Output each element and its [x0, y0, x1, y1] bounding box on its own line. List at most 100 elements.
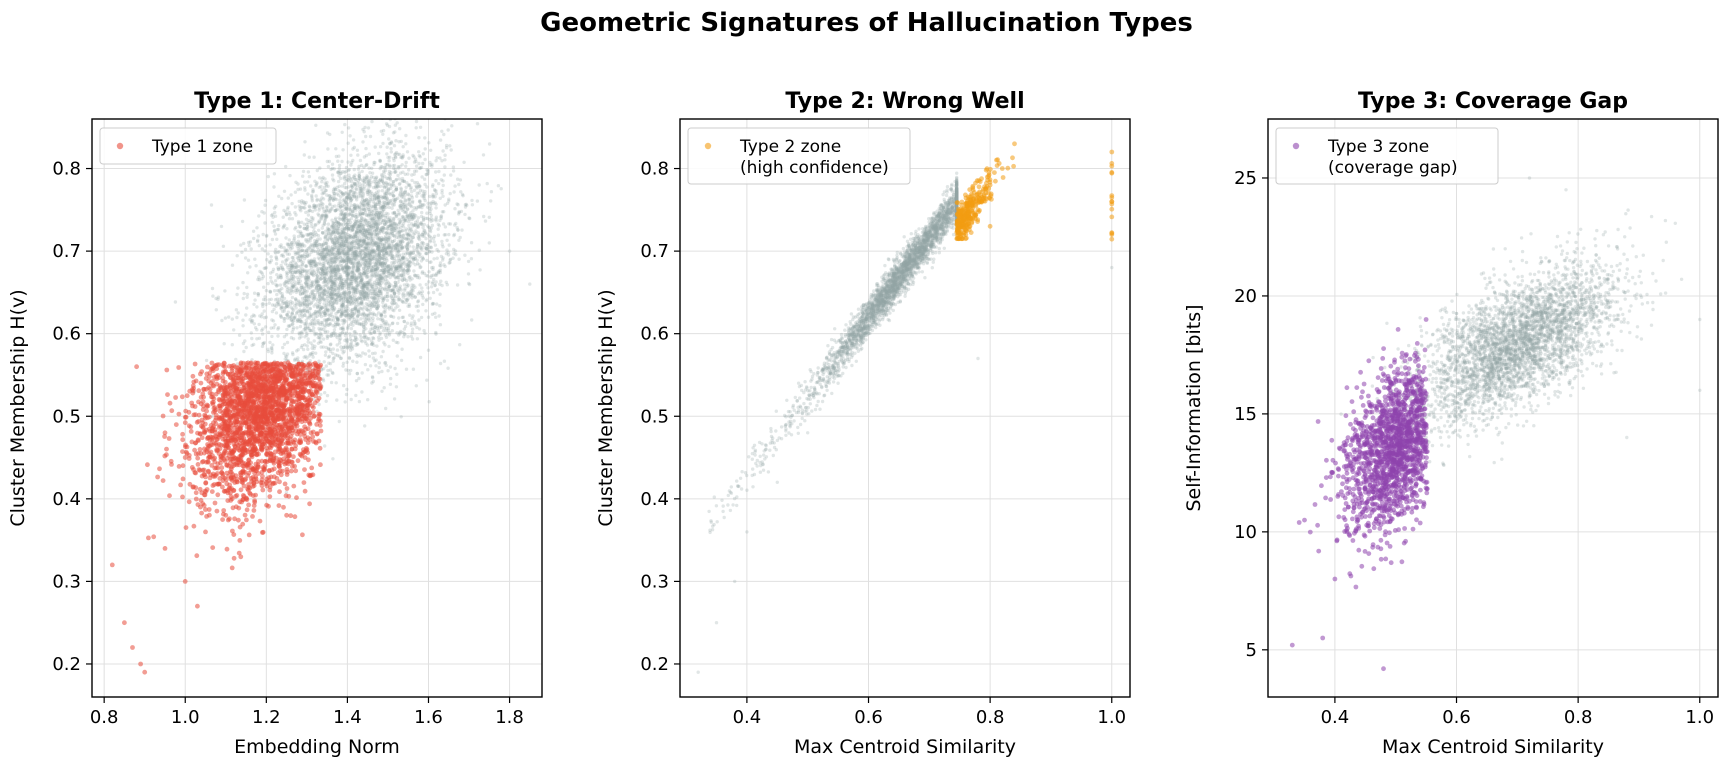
scatter-point [318, 322, 322, 327]
scatter-point [364, 335, 368, 339]
scatter-point [298, 273, 302, 277]
scatter-point [430, 162, 434, 167]
scatter-point [407, 156, 411, 160]
scatter-point [290, 217, 295, 221]
scatter-point [402, 319, 406, 324]
scatter-point [237, 333, 242, 337]
scatter-point [440, 239, 444, 244]
scatter-point [379, 323, 383, 328]
scatter-point [285, 252, 290, 256]
scatter-point [350, 224, 354, 228]
scatter-point [440, 188, 444, 193]
scatter-point [392, 256, 397, 261]
scatter-point [392, 308, 396, 313]
scatter-point [352, 239, 356, 243]
scatter-point [356, 246, 360, 250]
scatter-point [385, 237, 390, 241]
scatter-point [263, 203, 267, 207]
scatter-point [366, 291, 370, 296]
scatter-point [383, 265, 388, 270]
scatter-point [401, 315, 405, 319]
scatter-point [425, 211, 429, 215]
scatter-point [398, 263, 402, 267]
scatter-point [401, 200, 405, 204]
scatter-point [375, 264, 379, 268]
scatter-point [383, 196, 387, 200]
scatter-point [408, 213, 412, 218]
scatter-point [236, 286, 240, 290]
scatter-point [350, 185, 355, 189]
scatter-point [401, 291, 405, 296]
scatter-point [323, 298, 327, 302]
scatter-point [448, 258, 452, 262]
scatter-point [310, 224, 314, 229]
scatter-point [234, 357, 238, 362]
scatter-point [402, 261, 406, 265]
scatter-point [230, 317, 234, 321]
scatter-point [417, 150, 421, 154]
scatter-point [315, 168, 319, 173]
scatter-point [393, 244, 397, 248]
scatter-point [357, 173, 361, 178]
scatter-point [355, 253, 359, 258]
scatter-point [385, 197, 389, 201]
scatter-point [358, 254, 362, 258]
scatter-point [302, 291, 306, 295]
scatter-point [314, 331, 319, 336]
scatter-point [285, 340, 290, 345]
scatter-point [302, 206, 306, 210]
scatter-point [469, 257, 474, 261]
scatter-point [378, 159, 382, 163]
scatter-point [415, 205, 419, 210]
scatter-point [309, 263, 313, 267]
scatter-point [249, 331, 253, 335]
scatter-point [350, 251, 354, 256]
scatter-point [394, 247, 398, 251]
scatter-point [331, 457, 335, 461]
scatter-point [337, 184, 341, 188]
scatter-point [447, 243, 451, 247]
scatter-point [412, 155, 416, 159]
scatter-point [324, 270, 328, 274]
scatter-point [434, 330, 438, 335]
scatter-point [437, 314, 441, 318]
scatter-point [362, 285, 366, 289]
scatter-point [309, 283, 313, 288]
scatter-point [437, 269, 441, 273]
scatter-point [377, 370, 381, 375]
scatter-point [353, 298, 358, 302]
scatter-point [357, 242, 361, 247]
scatter-point [392, 397, 397, 401]
scatter-point [318, 307, 323, 311]
scatter-point [458, 178, 463, 182]
scatter-point [334, 197, 339, 202]
scatter-point [351, 138, 356, 142]
scatter-point [369, 213, 374, 218]
scatter-point [431, 290, 436, 295]
scatter-point [330, 227, 335, 232]
scatter-point [443, 225, 448, 229]
scatter-point [403, 204, 408, 209]
scatter-point [364, 302, 368, 306]
scatter-point [429, 260, 433, 264]
scatter-point [373, 235, 378, 239]
scatter-point [355, 184, 360, 188]
scatter-point [365, 295, 370, 300]
scatter-point [300, 220, 304, 224]
scatter-point [451, 256, 455, 260]
scatter-point [372, 298, 376, 302]
scatter-point [366, 246, 370, 250]
scatter-point [366, 126, 371, 130]
scatter-point [333, 257, 337, 261]
scatter-point [379, 286, 383, 290]
scatter-point [341, 231, 345, 236]
scatter-point [346, 368, 350, 373]
scatter-point [395, 321, 400, 326]
scatter-point [355, 198, 359, 202]
scatter-point [368, 177, 372, 181]
scatter-point [324, 322, 329, 326]
scatter-point [350, 339, 354, 343]
scatter-point [437, 181, 441, 186]
scatter-point [305, 225, 309, 229]
scatter-point [316, 290, 320, 295]
